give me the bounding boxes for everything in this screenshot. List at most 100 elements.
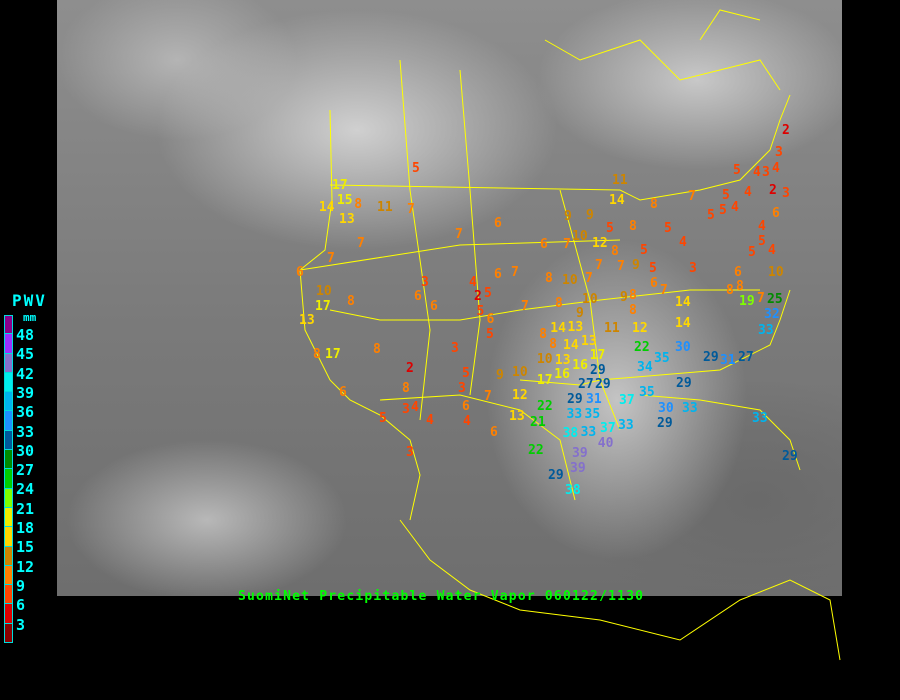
station-pwv-value: 15 [336,193,353,208]
station-pwv-value: 8 [555,295,563,311]
station-pwv-value: 27 [738,349,754,365]
station-pwv-value: 4 [469,274,477,290]
station-pwv-value: 33 [682,400,698,416]
station-pwv-value: 5 [733,162,741,178]
station-pwv-value: 3 [402,401,410,417]
station-pwv-value: 33 [618,417,634,433]
station-pwv-value: 30 [658,401,674,416]
legend-label: 36 [16,403,35,422]
station-pwv-value: 5 [484,285,492,301]
station-pwv-value: 9 [496,367,504,383]
station-pwv-value: 13 [554,352,571,368]
station-pwv-value: 6 [494,266,502,282]
station-pwv-value: 33 [752,410,768,426]
station-pwv-value: 7 [407,201,415,217]
station-pwv-value: 8 [611,244,619,259]
station-pwv-value: 3 [762,164,770,180]
station-pwv-value: 7 [757,290,765,306]
station-pwv-value: 5 [412,160,420,176]
station-pwv-value: 29 [782,448,798,464]
legend-label: 3 [16,615,26,634]
station-pwv-value: 7 [595,257,603,273]
station-pwv-value: 3 [782,185,790,201]
station-pwv-value: 8 [354,197,363,212]
station-pwv-value: 4 [731,199,739,215]
station-pwv-value: 4 [463,414,471,429]
station-pwv-value: 11 [612,172,628,188]
legend-label: 9 [16,576,26,595]
station-pwv-value: 9 [632,257,640,273]
station-pwv-value: 6 [540,236,548,252]
legend-label: 33 [16,422,35,441]
station-pwv-value: 9 [564,208,572,224]
station-pwv-value: 30 [675,339,691,355]
state-borders [299,9,841,661]
station-pwv-value: 4 [411,399,419,415]
station-pwv-value: 6 [494,215,502,231]
station-pwv-value: 8 [313,346,321,362]
station-pwv-value: 39 [572,445,588,461]
station-pwv-value: 3 [421,274,429,290]
station-pwv-value: 33 [580,424,597,440]
station-pwv-value: 10 [316,283,332,299]
station-pwv-value: 6 [430,298,438,314]
station-pwv-value: 3 [451,340,459,356]
satellite-image [57,0,842,596]
legend-label: 39 [16,383,35,402]
station-pwv-value: 6 [650,276,658,291]
station-pwv-value: 4 [758,219,766,234]
station-pwv-value: 8 [549,337,557,353]
station-pwv-value: 32 [764,306,780,322]
station-pwv-value: 17 [325,346,341,362]
station-pwv-value: 14 [563,337,579,353]
station-pwv-value: 7 [455,226,463,242]
legend-swatch [4,353,13,373]
station-pwv-value: 5 [758,234,766,249]
station-pwv-value: 29 [590,363,606,379]
legend-swatch [4,546,13,566]
station-pwv-value: 11 [377,199,393,215]
station-pwv-value: 14 [550,320,566,336]
station-pwv-value: 16 [554,366,570,382]
station-pwv-value: 22 [537,398,553,414]
station-pwv-value: 8 [347,293,355,309]
station-pwv-value: 10 [572,228,588,244]
station-pwv-value: 9 [576,305,584,321]
legend-label: 24 [16,480,35,499]
station-pwv-value: 2 [474,288,482,304]
station-pwv-value: 14 [609,192,625,208]
station-pwv-value: 8 [736,278,744,294]
station-pwv-value: 29 [567,391,583,407]
station-pwv-value: 6 [772,205,780,221]
station-pwv-value: 5 [719,202,727,218]
station-pwv-value: 7 [327,250,335,266]
station-pwv-value: 2 [769,182,777,198]
station-pwv-value: 29 [548,467,564,483]
station-pwv-value: 10 [562,272,578,288]
station-pwv-value: 14 [318,199,335,215]
station-pwv-value: 9 [586,207,594,223]
station-pwv-value: 17 [536,372,553,388]
station-pwv-value: 34 [637,359,653,375]
station-pwv-value: 5 [486,326,494,342]
station-pwv-value: 14 [675,294,691,310]
station-pwv-value: 16 [572,358,588,373]
station-pwv-value: 22 [528,442,544,458]
station-pwv-value: 37 [600,421,616,436]
station-pwv-value: 3 [406,444,414,460]
station-pwv-value: 2 [406,360,414,376]
station-pwv-value: 8 [539,326,547,342]
station-pwv-value: 6 [414,288,422,304]
station-pwv-value: 12 [512,387,528,403]
station-pwv-value: 17 [315,298,331,314]
legend-swatch [4,430,13,451]
station-pwv-value: 7 [660,282,668,298]
station-pwv-value: 39 [570,460,586,476]
station-pwv-value: 5 [640,242,648,258]
station-pwv-value: 5 [462,366,470,381]
station-pwv-value: 21 [530,414,546,430]
legend-swatch [4,488,13,508]
legend-swatch [4,334,13,354]
station-pwv-value: 13 [509,408,525,424]
station-pwv-value: 6 [462,399,470,414]
